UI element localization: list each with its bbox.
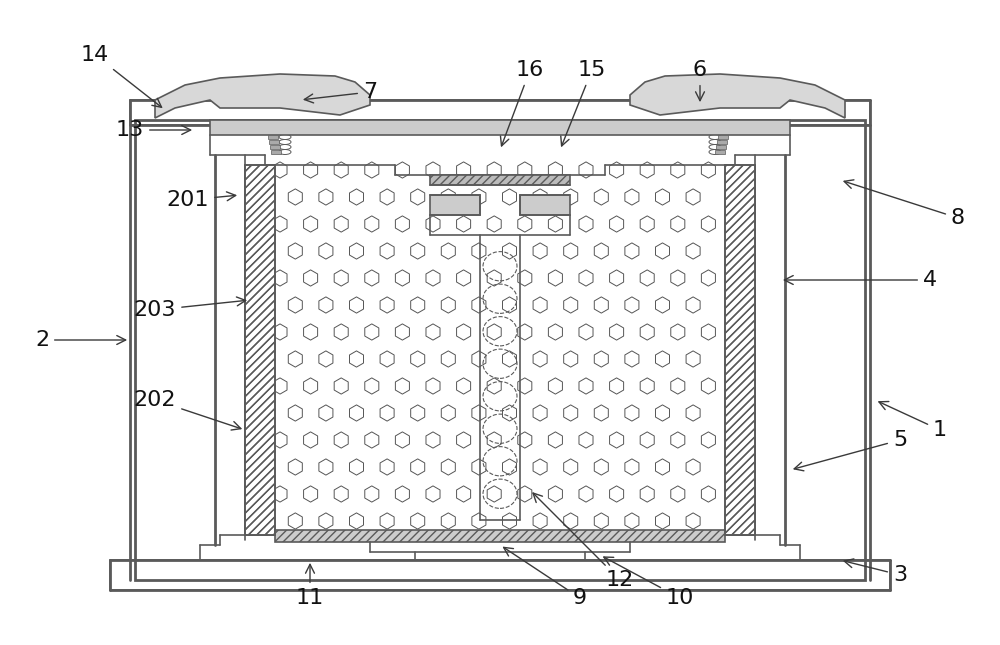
Text: 1: 1 <box>879 401 947 440</box>
Text: 12: 12 <box>533 493 634 590</box>
Bar <box>110 560 890 590</box>
Text: 202: 202 <box>134 390 241 430</box>
Text: 3: 3 <box>844 559 907 585</box>
Bar <box>718 135 728 139</box>
Bar <box>715 150 725 154</box>
Bar <box>520 195 570 215</box>
Text: 14: 14 <box>81 45 162 107</box>
Text: 5: 5 <box>794 430 907 471</box>
Text: 7: 7 <box>304 82 377 103</box>
Text: 13: 13 <box>116 120 191 140</box>
Bar <box>269 140 279 144</box>
Text: 8: 8 <box>844 180 965 228</box>
Text: 203: 203 <box>134 297 246 320</box>
Text: 4: 4 <box>784 270 937 290</box>
Polygon shape <box>155 74 370 118</box>
Polygon shape <box>245 165 275 535</box>
Bar <box>717 140 727 144</box>
Text: 2: 2 <box>35 330 126 350</box>
Bar <box>268 135 278 139</box>
Bar <box>275 530 725 542</box>
Polygon shape <box>630 74 845 118</box>
Bar <box>271 150 281 154</box>
Bar <box>716 145 726 149</box>
Text: 11: 11 <box>296 564 324 608</box>
Text: 15: 15 <box>561 60 606 146</box>
Text: 10: 10 <box>604 557 694 608</box>
Bar <box>430 175 570 185</box>
Bar <box>130 100 870 125</box>
Bar <box>430 195 480 215</box>
Text: 6: 6 <box>693 60 707 101</box>
Text: 201: 201 <box>167 190 236 210</box>
Bar <box>270 145 280 149</box>
Polygon shape <box>725 165 755 535</box>
Bar <box>210 120 790 135</box>
Text: 9: 9 <box>504 548 587 608</box>
Bar <box>135 120 865 580</box>
Text: 16: 16 <box>500 60 544 146</box>
